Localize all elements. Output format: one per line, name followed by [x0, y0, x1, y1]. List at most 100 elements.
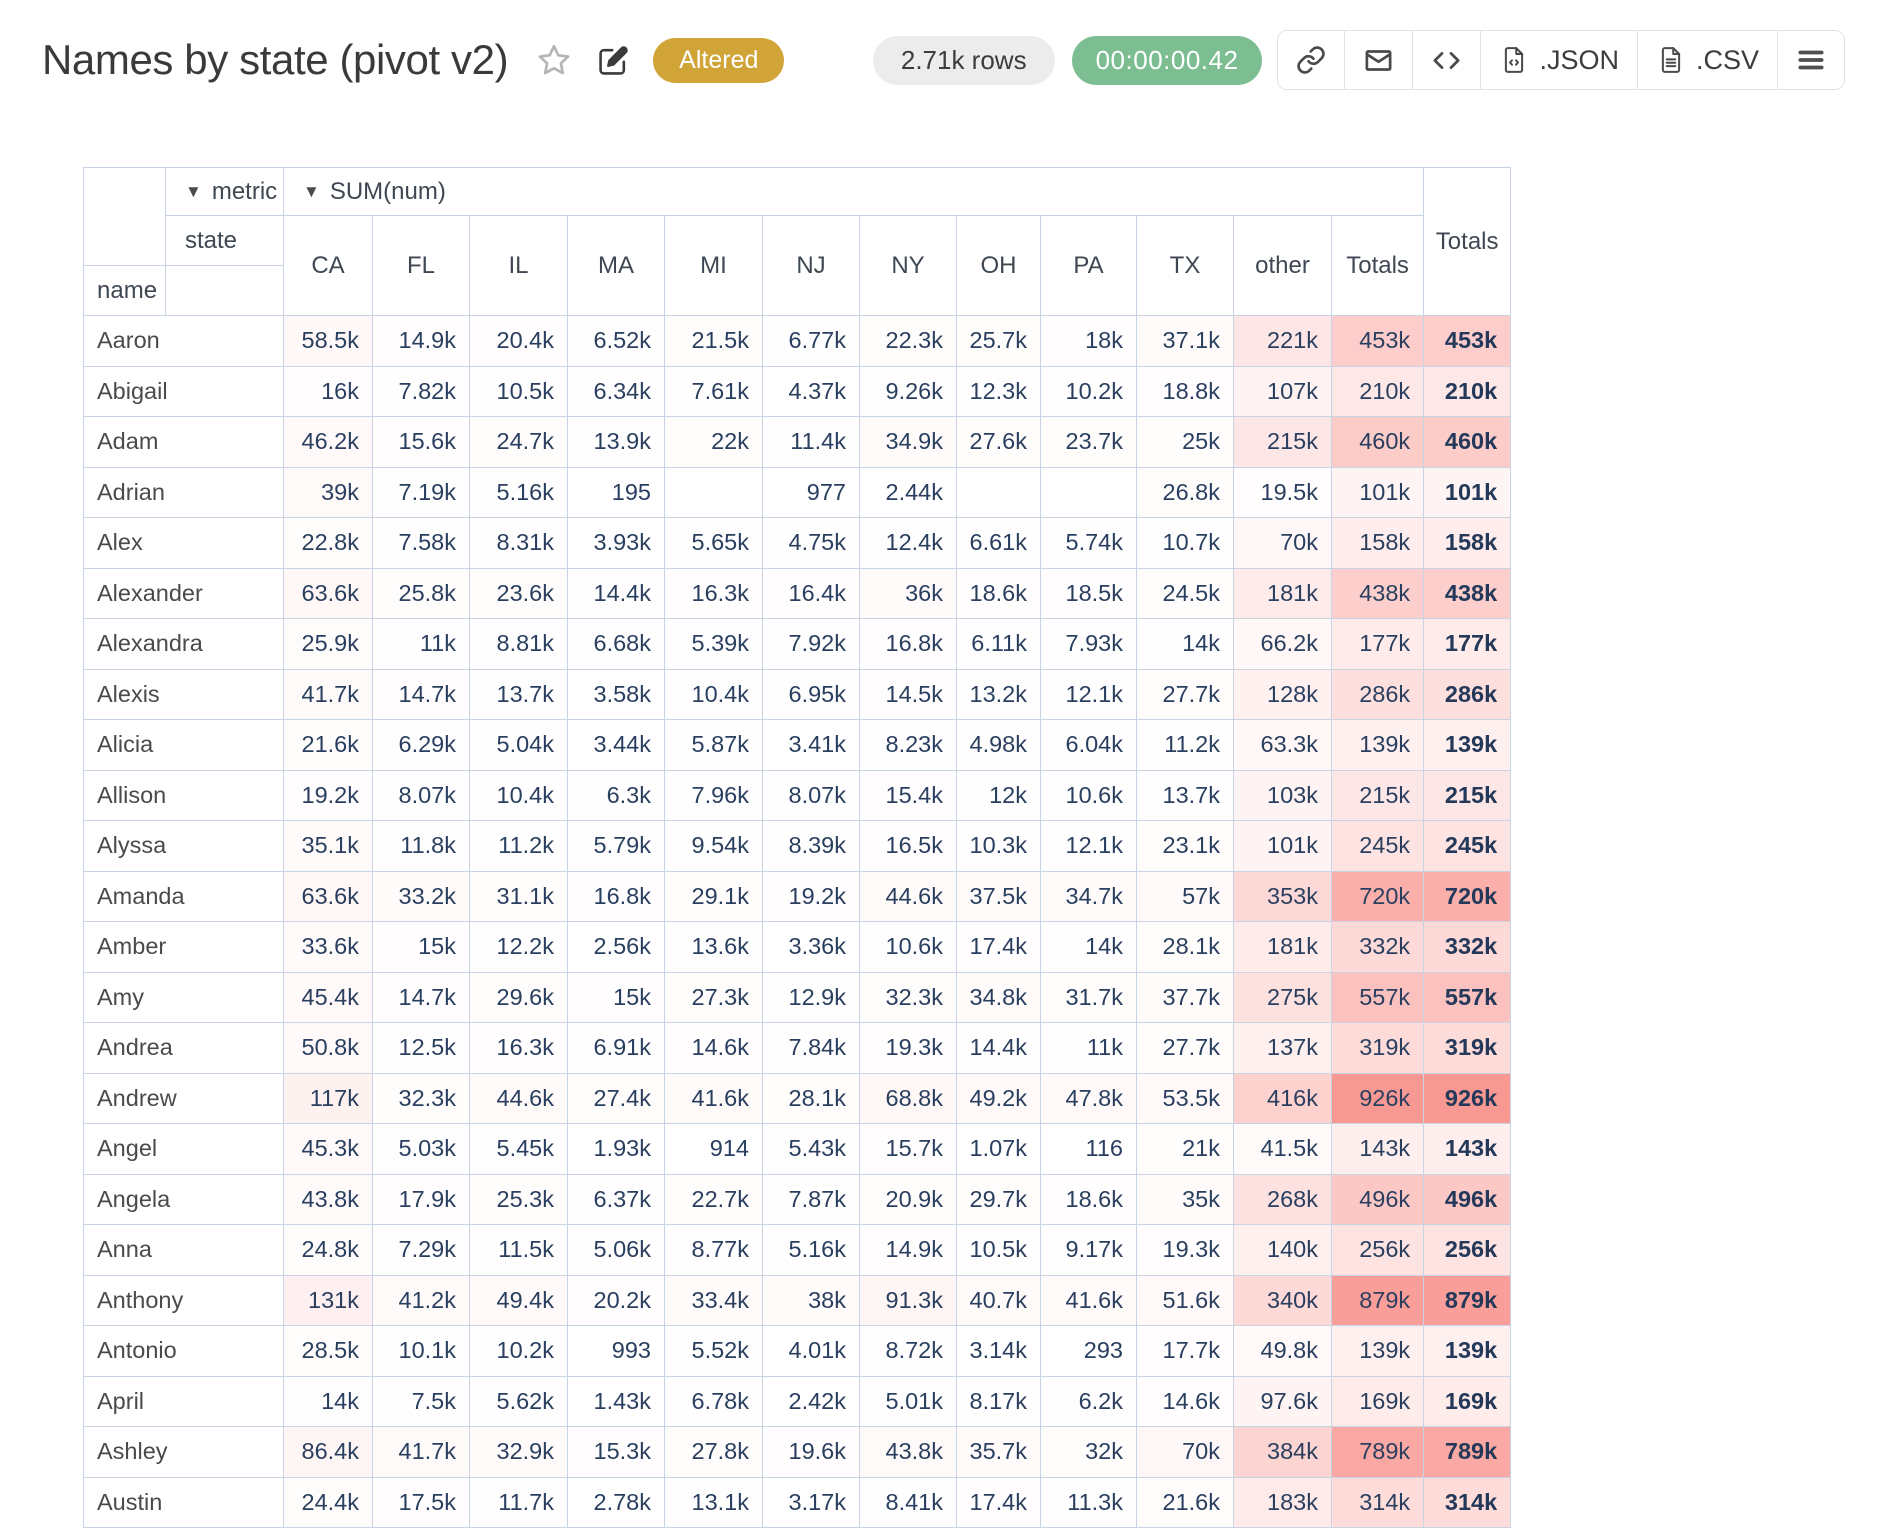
cell-mi: 5.52k: [664, 1325, 763, 1377]
cell-oh: 34.8k: [956, 971, 1041, 1023]
cell-row-total: 169k: [1330, 1375, 1425, 1427]
table-row: Amanda 63.6k 33.2k 31.1k 16.8k 29.1k 19.2k 44.6…: [83, 870, 1512, 922]
col-header-ny: NY: [859, 215, 957, 316]
cell-grand-total: 245k: [1423, 820, 1512, 872]
csv-button-label: .CSV: [1695, 44, 1759, 75]
cell-fl: 7.82k: [372, 365, 470, 417]
cell-il: 16.3k: [469, 1022, 568, 1074]
cell-ca: 19.2k: [283, 769, 373, 821]
metric-axis-dropdown[interactable]: ▼ metric: [165, 167, 284, 216]
cell-il: 11.2k: [469, 820, 568, 872]
cell-oh: 6.11k: [956, 618, 1041, 670]
row-label: Amanda: [83, 870, 284, 922]
embed-code-button[interactable]: [1412, 31, 1481, 89]
cell-nj: 8.07k: [762, 769, 860, 821]
cell-oh: 17.4k: [956, 1476, 1041, 1528]
cell-tx: 11.2k: [1136, 719, 1234, 771]
cell-fl: 7.29k: [372, 1224, 470, 1276]
cell-fl: 11.8k: [372, 820, 470, 872]
cell-ma: 3.93k: [567, 517, 665, 569]
cell-row-total: 177k: [1330, 618, 1425, 670]
row-label: Austin: [83, 1476, 284, 1528]
table-row: Alicia 21.6k 6.29k 5.04k 3.44k 5.87k 3.41k 8.23…: [83, 719, 1512, 771]
cell-oh: 49.2k: [956, 1072, 1041, 1124]
cell-pa: 47.8k: [1040, 1072, 1137, 1124]
cell-fl: 25.8k: [372, 567, 470, 619]
cell-grand-total: 438k: [1423, 567, 1512, 619]
cell-tx: 53.5k: [1136, 1072, 1234, 1124]
cell-ca: 24.8k: [283, 1224, 373, 1276]
table-row: Alexis 41.7k 14.7k 13.7k 3.58k 10.4k 6.95k 14.5…: [83, 668, 1512, 720]
cell-nj: 12.9k: [762, 971, 860, 1023]
cell-nj: 19.2k: [762, 870, 860, 922]
cell-ny: 32.3k: [859, 971, 957, 1023]
cell-other: 416k: [1233, 1072, 1332, 1124]
download-json-button[interactable]: .JSON: [1480, 31, 1637, 89]
edit-query-button[interactable]: [598, 45, 629, 76]
cell-ny: 44.6k: [859, 870, 957, 922]
cell-ma: 6.68k: [567, 618, 665, 670]
cell-grand-total: 453k: [1423, 315, 1512, 367]
cell-mi: 5.87k: [664, 719, 763, 771]
cell-mi: 7.96k: [664, 769, 763, 821]
cell-row-total: 460k: [1330, 416, 1425, 468]
cell-nj: 16.4k: [762, 567, 860, 619]
page-title: Names by state (pivot v2): [42, 36, 509, 83]
cell-other: 19.5k: [1233, 466, 1332, 518]
cell-mi: 9.54k: [664, 820, 763, 872]
cell-oh: 25.7k: [956, 315, 1041, 367]
cell-oh: 12k: [956, 769, 1041, 821]
cell-mi: 8.77k: [664, 1224, 763, 1276]
cell-grand-total: 158k: [1423, 517, 1512, 569]
cell-fl: 41.2k: [372, 1274, 470, 1326]
cell-nj: 5.43k: [762, 1123, 860, 1175]
download-csv-button[interactable]: .CSV: [1636, 31, 1777, 89]
favorite-star-button[interactable]: [536, 42, 572, 78]
cell-nj: 19.6k: [762, 1426, 860, 1478]
cell-other: 107k: [1233, 365, 1332, 417]
cell-other: 137k: [1233, 1022, 1332, 1074]
cell-ca: 43.8k: [283, 1173, 373, 1225]
cell-pa: 9.17k: [1040, 1224, 1137, 1276]
email-report-button[interactable]: [1344, 31, 1413, 89]
cell-ca: 131k: [283, 1274, 373, 1326]
cell-fl: 15.6k: [372, 416, 470, 468]
cell-il: 11.7k: [469, 1476, 568, 1528]
cell-other: 340k: [1233, 1274, 1332, 1326]
cell-pa: 11.3k: [1040, 1476, 1137, 1528]
hamburger-menu-icon: [1796, 45, 1826, 75]
more-options-menu-button[interactable]: [1777, 31, 1844, 89]
metric-value-dropdown[interactable]: ▼ SUM(num): [282, 167, 1425, 216]
cell-tx: 35k: [1136, 1173, 1234, 1225]
cell-other: 183k: [1233, 1476, 1332, 1528]
cell-pa: 7.93k: [1040, 618, 1137, 670]
cell-fl: 14.7k: [372, 971, 470, 1023]
copy-link-button[interactable]: [1278, 31, 1345, 89]
cell-other: 215k: [1233, 416, 1332, 468]
cell-il: 13.7k: [469, 668, 568, 720]
cell-other: 181k: [1233, 921, 1332, 973]
cell-ca: 22.8k: [283, 517, 373, 569]
cell-oh: 12.3k: [956, 365, 1041, 417]
cell-tx: 70k: [1136, 1426, 1234, 1478]
cell-pa: 6.04k: [1040, 719, 1137, 771]
cell-pa: 18.5k: [1040, 567, 1137, 619]
cell-row-total: 453k: [1330, 315, 1425, 367]
cell-ny: 36k: [859, 567, 957, 619]
cell-ny: 5.01k: [859, 1375, 957, 1427]
row-label: Angel: [83, 1123, 284, 1175]
cell-other: 275k: [1233, 971, 1332, 1023]
cell-pa: 31.7k: [1040, 971, 1137, 1023]
cell-row-total: 256k: [1330, 1224, 1425, 1276]
cell-fl: 17.9k: [372, 1173, 470, 1225]
cell-mi: 29.1k: [664, 870, 763, 922]
cell-grand-total: 143k: [1423, 1123, 1512, 1175]
metric-value-label: SUM(num): [329, 177, 446, 205]
cell-tx: 23.1k: [1136, 820, 1234, 872]
cell-grand-total: 319k: [1423, 1022, 1512, 1074]
cell-row-total: 789k: [1330, 1426, 1425, 1478]
cell-oh: 17.4k: [956, 921, 1041, 973]
cell-row-total: 143k: [1330, 1123, 1425, 1175]
cell-mi: 7.61k: [664, 365, 763, 417]
cell-il: 10.4k: [469, 769, 568, 821]
